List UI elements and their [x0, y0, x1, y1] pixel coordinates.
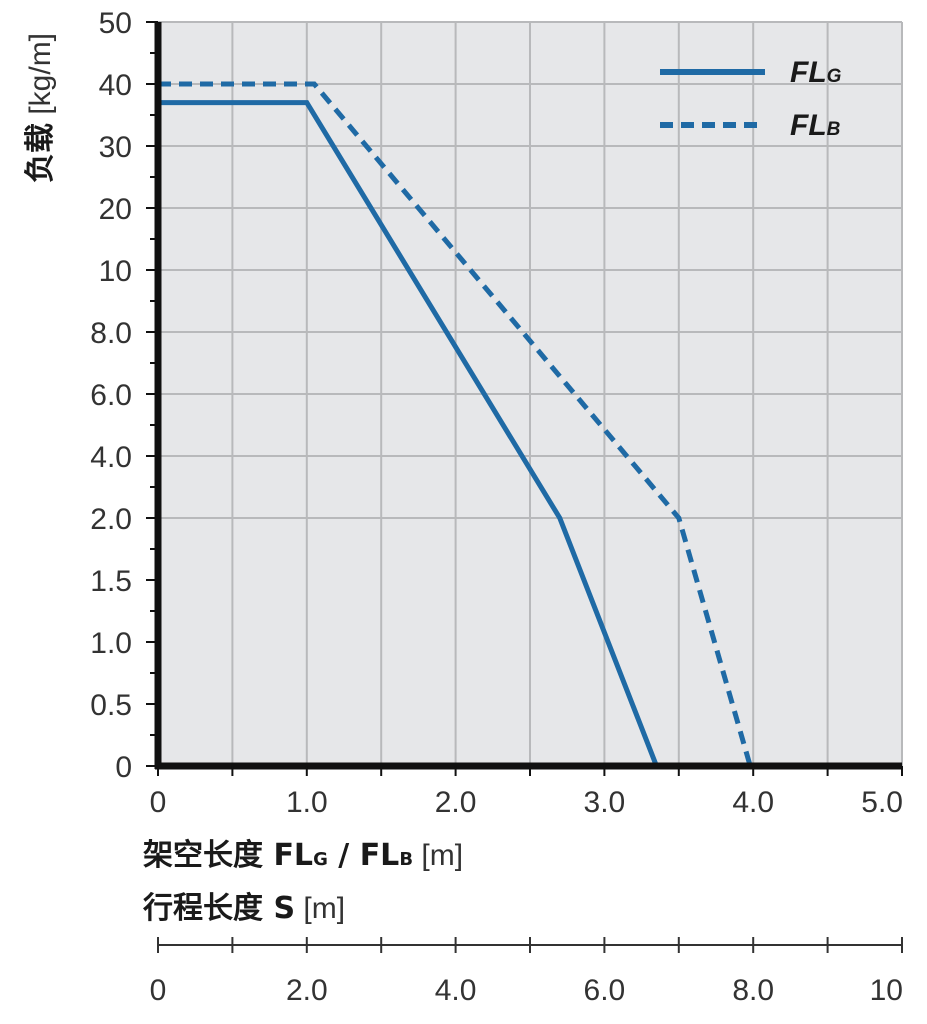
x2-axis-label: 行程长度 S [m]	[142, 891, 345, 926]
y-axis-label-bold: 负载	[23, 123, 58, 183]
y-tick-label: 1.0	[90, 627, 132, 660]
x-axis-label: 架空长度 FLG / FLB [m]	[143, 838, 463, 873]
y-tick-label: 20	[99, 193, 132, 226]
y-tick-label: 40	[99, 69, 132, 102]
x-tick-label: 3.0	[584, 786, 626, 819]
x-axis-label-unit: [m]	[413, 839, 463, 872]
legend-label-flb: FLB	[790, 109, 841, 142]
y-tick-label: 2.0	[90, 503, 132, 536]
x-tick-label: 1.0	[286, 786, 328, 819]
x2-tick-label: 8.0	[732, 974, 774, 1007]
y-tick-label: 10	[99, 255, 132, 288]
y-tick-label: 4.0	[90, 441, 132, 474]
x-axis-ticks: 0 1.0 2.0 3.0 4.0 5.0	[150, 766, 903, 819]
legend-label-flg: FLG	[790, 56, 842, 89]
legend: FLG FLB	[660, 56, 842, 142]
x-tick-label: 2.0	[435, 786, 477, 819]
x2-tick-label: 10	[870, 974, 903, 1007]
x-tick-label: 4.0	[732, 786, 774, 819]
y-tick-label: 8.0	[90, 317, 132, 350]
series-line-flg	[158, 100, 659, 767]
x2-axis-ticks: 0 2.0 4.0 6.0 8.0 10	[150, 937, 903, 1007]
series-line-flb	[158, 81, 753, 767]
y-axis-label: 负载 [kg/m]	[23, 33, 58, 183]
y-tick-label: 30	[99, 131, 132, 164]
x-tick-label: 5.0	[861, 786, 903, 819]
x2-axis-label-bold: 行程长度 S	[142, 891, 295, 926]
legend-label-flg-main: FL	[790, 56, 827, 89]
legend-label-flb-main: FL	[790, 109, 827, 142]
legend-label-flg-sub: G	[827, 66, 842, 87]
y-axis-ticks: 0 0.5 1.0 1.5 2.0 4.0 6.0 8.0 10 20 30 40 50	[90, 7, 158, 784]
x2-tick-label: 6.0	[584, 974, 626, 1007]
y-tick-label: 6.0	[90, 379, 132, 412]
x-tick-label: 0	[150, 786, 167, 819]
grid-lines	[158, 21, 903, 766]
x-axis-label-sep: / FL	[328, 838, 399, 873]
x-axis-label-sub-b: B	[399, 849, 413, 870]
x2-tick-label: 2.0	[286, 974, 328, 1007]
y-tick-label: 0	[115, 751, 132, 784]
y-tick-label: 0.5	[90, 689, 132, 722]
x-axis-label-bold: 架空长度 FL	[143, 838, 313, 873]
x2-tick-label: 4.0	[435, 974, 477, 1007]
x2-tick-label: 0	[150, 974, 167, 1007]
legend-label-flb-sub: B	[827, 119, 841, 140]
y-tick-label: 1.5	[90, 565, 132, 598]
x2-axis-label-unit: [m]	[295, 892, 345, 925]
x-axis-label-sub-g: G	[313, 849, 328, 870]
y-axis-label-unit: [kg/m]	[24, 33, 57, 123]
y-tick-label: 50	[99, 7, 132, 40]
series-layer	[158, 81, 753, 767]
